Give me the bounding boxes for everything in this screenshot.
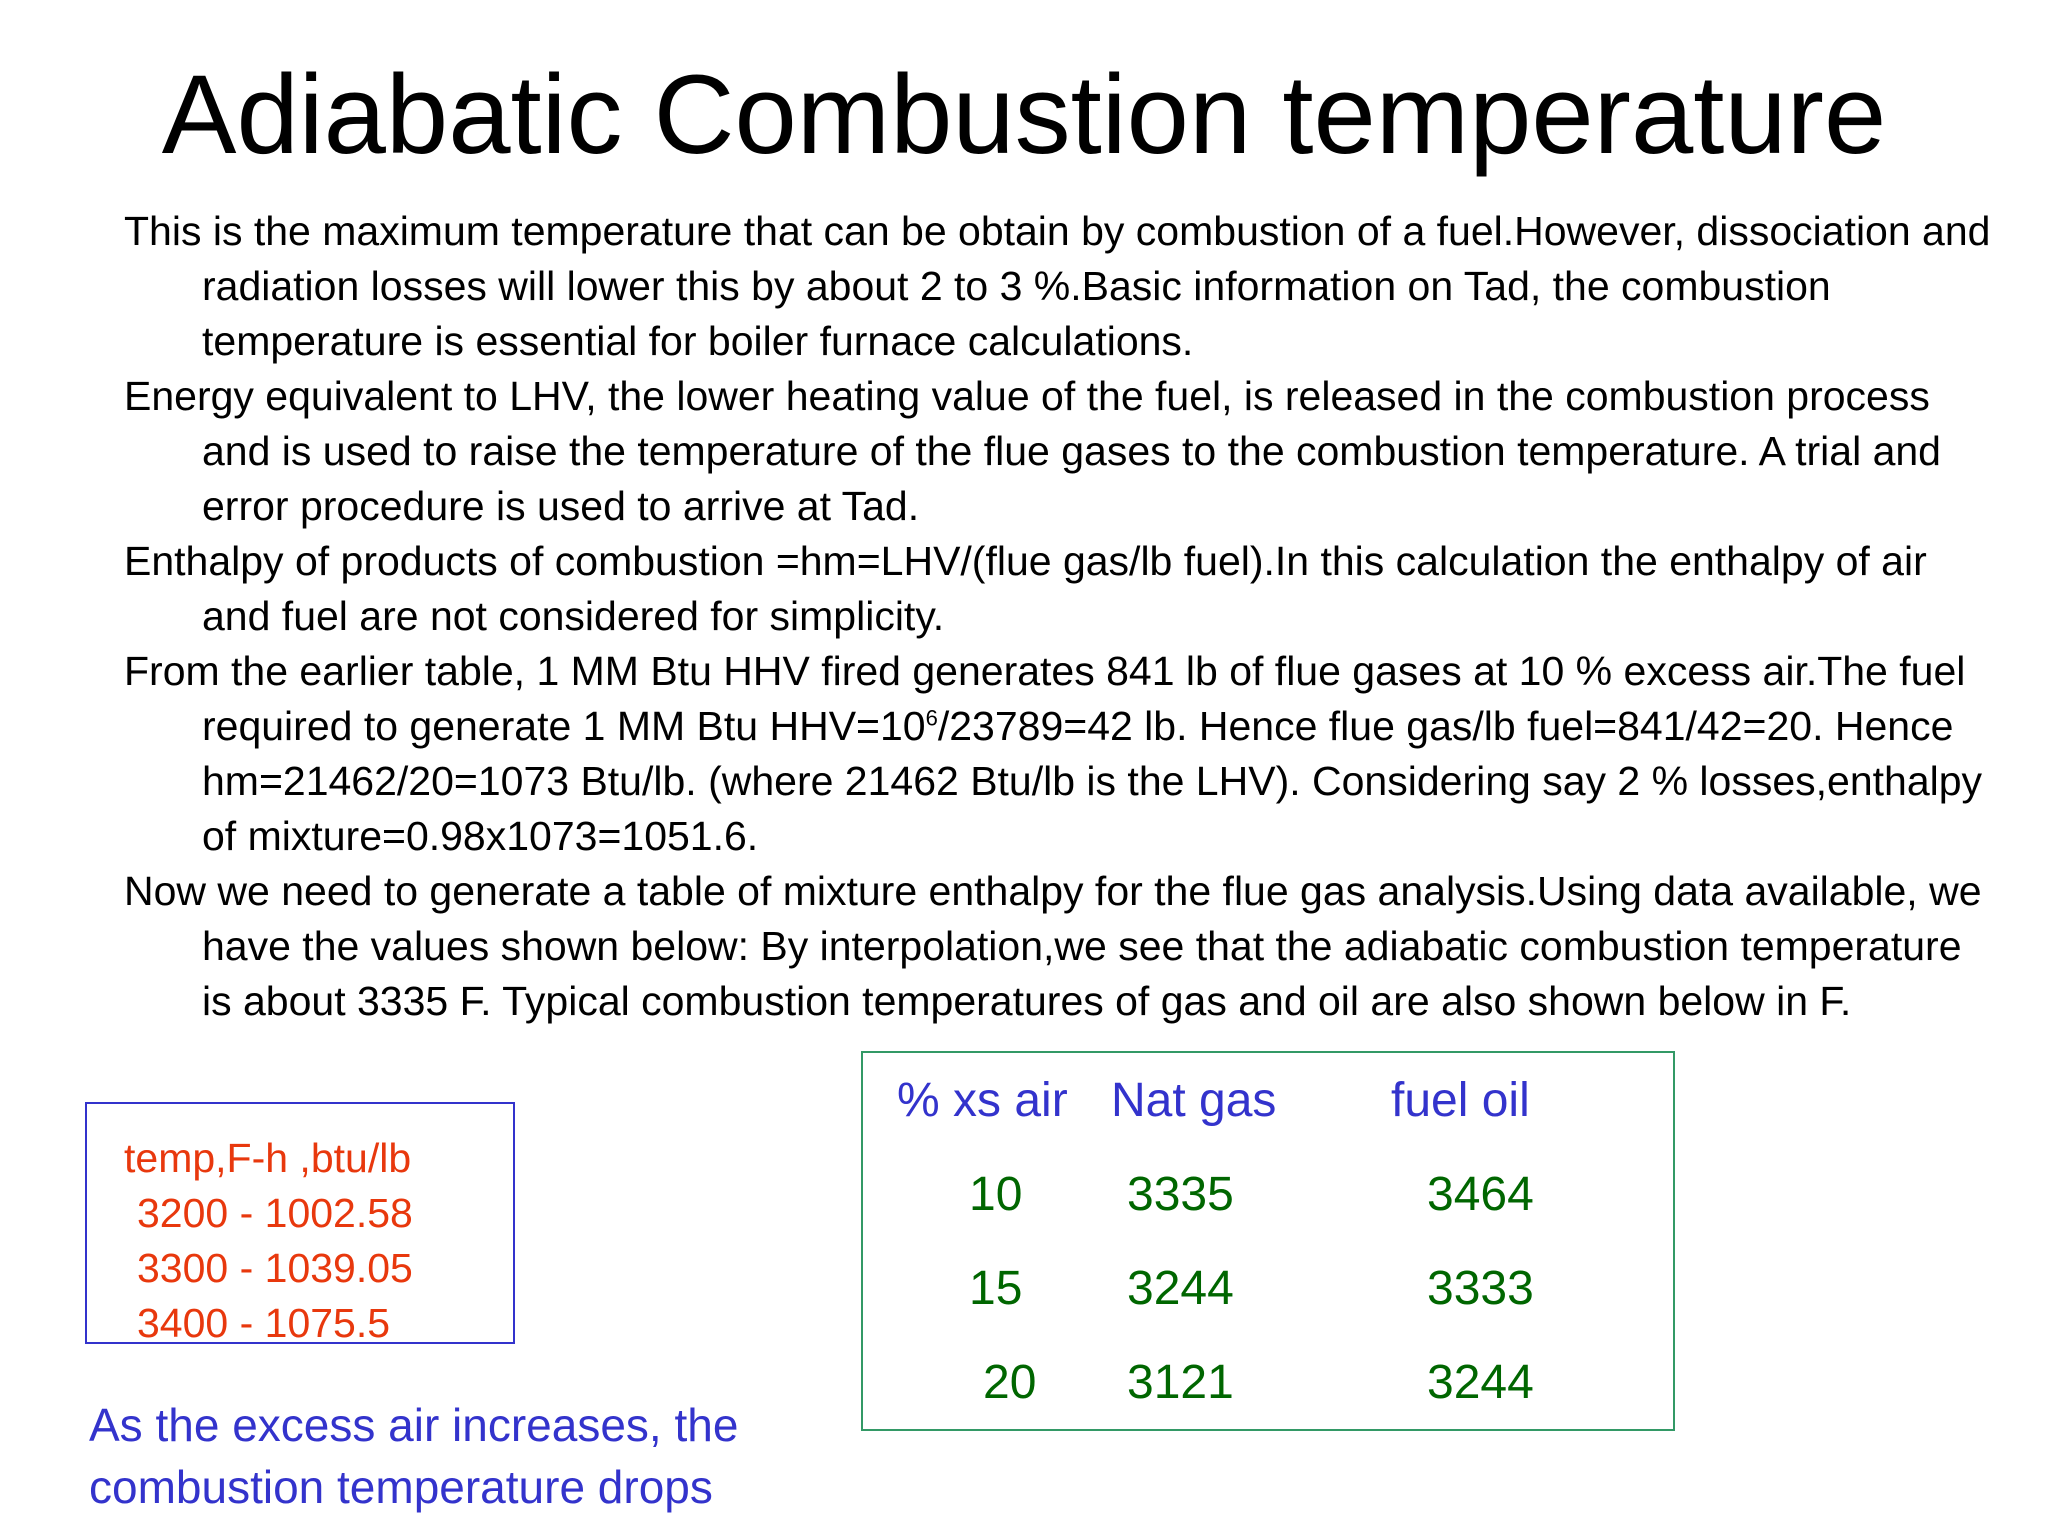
nat-gas-cell: 3335 (1127, 1168, 1234, 1221)
enthalpy-table-box: temp,F-h ,btu/lb 3200 - 1002.58 3300 - 1… (85, 1102, 515, 1346)
column-header-excess-air: % xs air (897, 1074, 1068, 1127)
column-header-nat-gas: Nat gas (1111, 1074, 1277, 1127)
enthalpy-row: 3400 - 1075.5 (137, 1300, 391, 1346)
enthalpy-table-header: temp,F-h ,btu/lb (124, 1135, 412, 1181)
note-line: combustion temperature drops (89, 1461, 713, 1513)
excess-air-cell: 10 (969, 1168, 1023, 1221)
nat-gas-cell: 3121 (1127, 1356, 1234, 1409)
paragraph-energy: Energy equivalent to LHV, the lower heat… (124, 373, 1941, 529)
nat-gas-cell: 3244 (1127, 1262, 1234, 1315)
column-header-fuel-oil: fuel oil (1391, 1074, 1530, 1127)
excess-air-cell: 20 (983, 1356, 1037, 1409)
enthalpy-row: 3200 - 1002.58 (137, 1190, 413, 1236)
excess-air-note: As the excess air increases, the combust… (89, 1394, 849, 1518)
fuel-oil-cell: 3464 (1427, 1168, 1534, 1221)
paragraph-interpolation: Now we need to generate a table of mixtu… (124, 868, 1982, 1024)
calculation-text-start: From the earlier table, 1 MM Btu HHV fir… (124, 648, 1966, 749)
enthalpy-row: 3300 - 1039.05 (137, 1245, 413, 1291)
paragraph-enthalpy: Enthalpy of products of combustion =hm=L… (124, 538, 1927, 639)
note-line: As the excess air increases, the (89, 1399, 739, 1451)
fuel-oil-cell: 3244 (1427, 1356, 1534, 1409)
fuel-oil-cell: 3333 (1427, 1262, 1534, 1315)
excess-air-cell: 15 (969, 1262, 1023, 1315)
body-text: This is the maximum temperature that can… (124, 204, 1994, 1029)
paragraph-definition: This is the maximum temperature that can… (124, 208, 1991, 364)
exponent: 6 (925, 705, 938, 731)
paragraph-calculation: From the earlier table, 1 MM Btu HHV fir… (124, 644, 1994, 864)
slide-title: Adiabatic Combustion temperature (161, 52, 1887, 177)
calculation-text-end: /23789=42 lb. Hence flue gas/lb fuel=841… (202, 703, 1983, 859)
combustion-temperature-table: % xs air Nat gas fuel oil 10 3335 3464 1… (861, 1051, 1675, 1431)
